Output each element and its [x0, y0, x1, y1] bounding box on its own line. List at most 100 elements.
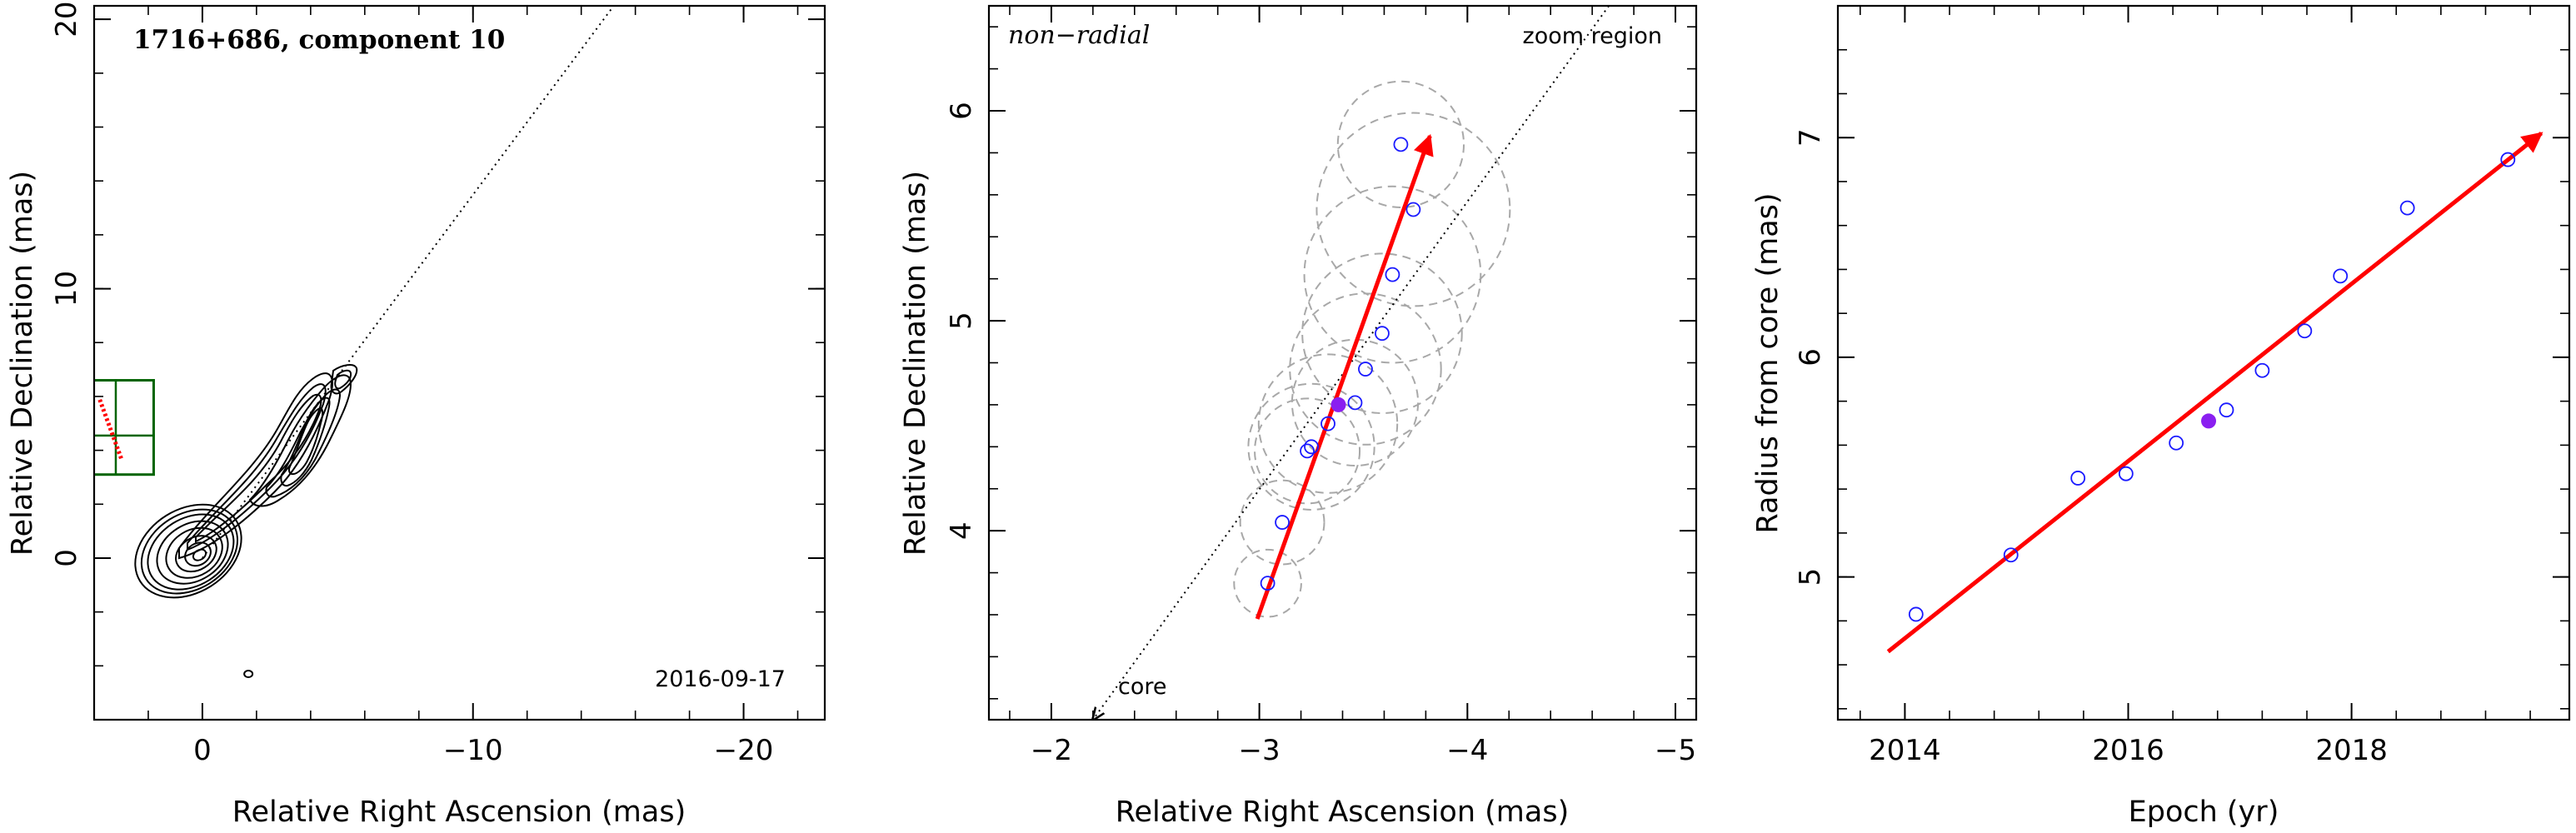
plot-frame — [1836, 4, 2571, 721]
core-label: core — [1118, 674, 1166, 700]
radius-point — [2297, 323, 2313, 339]
panel-title: 1716+686, component 10 — [133, 25, 505, 55]
highlighted-point — [1330, 397, 1346, 412]
jet-axis-line — [1093, 6, 1610, 720]
y-tick-label: 0 — [50, 549, 83, 567]
jet-contour — [280, 397, 331, 487]
radius-point — [1908, 606, 1924, 622]
x-tick-label: 0 — [193, 734, 212, 767]
position-point — [1275, 515, 1290, 530]
position-point — [1304, 439, 1319, 455]
uncertainty-circle — [1257, 353, 1399, 494]
radius-point — [2333, 268, 2349, 284]
x-axis-title: Epoch (yr) — [2129, 796, 2279, 829]
y-tick-label: 10 — [50, 271, 83, 307]
position-point — [1405, 202, 1421, 217]
plot-frame — [987, 4, 1698, 721]
axis-ticks: 2014 2016 2018 5 6 7 — [1794, 6, 2569, 767]
panel-radius-vs-epoch: 2014 2016 2018 5 6 7 Epoch (yr) Radius from c… — [1751, 4, 2571, 829]
x-tick-label: −3 — [1239, 734, 1281, 767]
position-point — [1320, 416, 1335, 431]
x-tick-label: 2014 — [1869, 734, 1941, 767]
position-point — [1358, 362, 1373, 377]
fit-arrow — [1886, 131, 2544, 654]
x-tick-label: −4 — [1446, 734, 1488, 767]
uncertainty-circle — [1303, 185, 1482, 364]
uncertainty-circles — [1233, 80, 1511, 618]
y-axis-title: Relative Declination (mas) — [6, 171, 39, 556]
x-tick-label: −2 — [1031, 734, 1072, 767]
x-tick-label: −10 — [443, 734, 503, 767]
jet-contour — [187, 383, 327, 551]
plot-frame — [92, 4, 826, 721]
radius-point — [2070, 471, 2086, 486]
zoom-box — [94, 379, 155, 476]
jet-contour — [334, 369, 352, 390]
x-tick-label: 2016 — [2092, 734, 2164, 767]
position-point — [1375, 326, 1390, 342]
uncertainty-circle — [1315, 112, 1511, 307]
jet-contours — [178, 364, 358, 560]
fit-arrow — [1255, 133, 1434, 620]
core-contour — [134, 503, 242, 599]
x-axis-title: Relative Right Ascension (mas) — [232, 796, 686, 829]
jet-axis-line — [202, 6, 615, 559]
position-point — [1385, 267, 1400, 282]
x-tick-label: 2018 — [2315, 734, 2388, 767]
jet-contour — [287, 407, 324, 476]
position-point — [1260, 576, 1276, 591]
uncertainty-circle — [1290, 338, 1420, 467]
y-tick-label: 5 — [1794, 568, 1827, 586]
jet-contour — [265, 388, 342, 498]
isolated-contour — [243, 670, 254, 679]
position-points — [1260, 137, 1421, 591]
y-tick-label: 4 — [945, 521, 978, 540]
panel-contour-map: 0 −10 −20 0 10 20 1716+686, component 10 2016… — [6, 2, 826, 829]
panel-title: non−radial — [1008, 21, 1150, 50]
uncertainty-circle — [1239, 479, 1325, 566]
position-point — [1347, 395, 1363, 411]
radius-points — [1908, 152, 2516, 622]
zoom-region-label: zoom region — [1523, 23, 1662, 49]
position-point — [1300, 443, 1315, 459]
core-contour — [184, 541, 212, 567]
uncertainty-circle — [1254, 397, 1361, 505]
y-tick-label: 5 — [945, 312, 978, 330]
core-contour — [165, 526, 223, 579]
uncertainty-circle — [1247, 382, 1375, 511]
radius-point — [2500, 152, 2516, 167]
axis-ticks: −2 −3 −4 −5 4 5 6 — [945, 6, 1696, 767]
isolated-contour — [52, 393, 61, 400]
core-contours — [134, 503, 242, 599]
radius-point — [2219, 402, 2234, 418]
core-contour — [156, 520, 229, 585]
core-contour — [147, 513, 235, 591]
uncertainty-circle — [1301, 252, 1463, 414]
radius-point — [2118, 466, 2134, 481]
component-track — [97, 398, 123, 460]
core-contour — [140, 508, 239, 595]
isolated-contours — [52, 393, 254, 679]
y-tick-label: 6 — [1794, 348, 1827, 367]
y-tick-label: 6 — [945, 102, 978, 120]
highlighted-point — [2201, 413, 2217, 429]
date-label: 2016-09-17 — [655, 666, 786, 692]
y-tick-label: 7 — [1794, 128, 1827, 147]
radius-point — [2169, 435, 2184, 451]
uncertainty-circle — [1336, 80, 1465, 208]
plot-content — [1093, 6, 1610, 720]
x-tick-label: −5 — [1655, 734, 1696, 767]
axis-ticks: 0 −10 −20 0 10 20 — [50, 2, 825, 767]
y-axis-title: Radius from core (mas) — [1751, 192, 1785, 533]
radius-point — [2399, 200, 2415, 216]
jet-contour — [330, 364, 358, 395]
position-point — [1393, 137, 1409, 152]
zoom-rectangle — [94, 379, 155, 476]
x-axis-title: Relative Right Ascension (mas) — [1116, 796, 1569, 829]
contour-layer — [52, 6, 615, 679]
radius-point — [2254, 362, 2270, 378]
uncertainty-circle — [1233, 548, 1302, 618]
y-tick-label: 20 — [50, 2, 83, 37]
